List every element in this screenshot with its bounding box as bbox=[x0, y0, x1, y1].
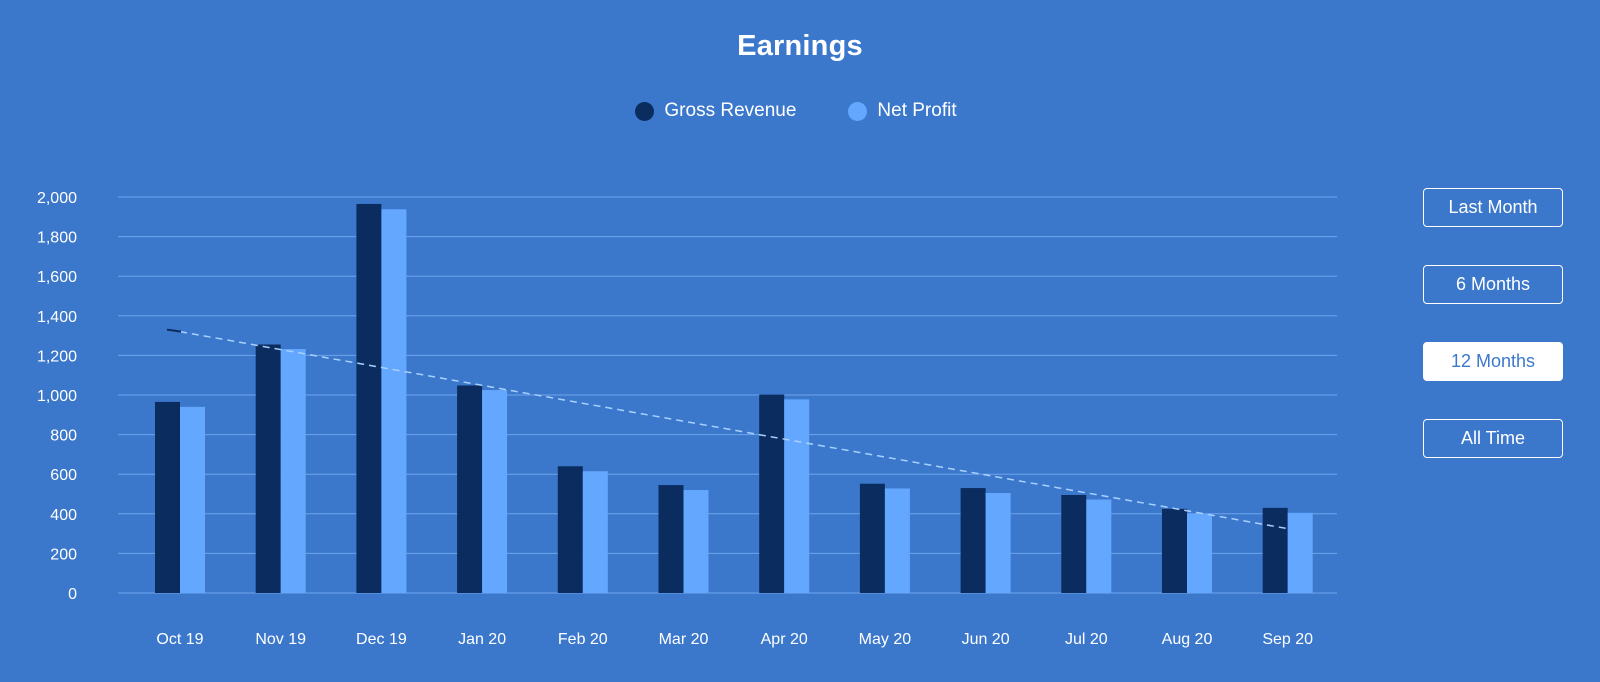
y-tick-label: 1,400 bbox=[37, 309, 77, 326]
x-tick-label: Oct 19 bbox=[156, 631, 203, 648]
bar-gross-revenue bbox=[1262, 507, 1288, 593]
bar-gross-revenue bbox=[859, 483, 885, 593]
range-button-group: Last Month 6 Months 12 Months All Time bbox=[1423, 188, 1563, 458]
bar-gross-revenue bbox=[356, 203, 382, 593]
x-tick-label: Mar 20 bbox=[659, 631, 709, 648]
x-tick-label: Jun 20 bbox=[962, 631, 1010, 648]
legend-label-gross-revenue: Gross Revenue bbox=[664, 100, 797, 121]
trendline-start-mark bbox=[166, 328, 182, 333]
x-tick-label: Dec 19 bbox=[356, 631, 407, 648]
x-tick-label: Nov 19 bbox=[255, 631, 306, 648]
legend-item-net-profit[interactable]: Net Profit bbox=[848, 100, 957, 122]
y-tick-label: 2,000 bbox=[37, 190, 77, 207]
y-tick-label: 600 bbox=[50, 467, 77, 484]
y-tick-label: 1,600 bbox=[37, 269, 77, 286]
y-tick-label: 800 bbox=[50, 428, 77, 445]
range-button-6-months[interactable]: 6 Months bbox=[1423, 265, 1563, 304]
bar-net-profit bbox=[280, 349, 306, 593]
bar-net-profit bbox=[884, 488, 910, 593]
range-button-12-months[interactable]: 12 Months bbox=[1423, 342, 1563, 381]
y-tick-label: 1,000 bbox=[37, 388, 77, 405]
trendline bbox=[179, 330, 1288, 530]
y-tick-label: 200 bbox=[50, 546, 77, 563]
bar-net-profit bbox=[683, 490, 709, 593]
bar-gross-revenue bbox=[759, 394, 785, 593]
x-tick-label: Aug 20 bbox=[1162, 631, 1213, 648]
bar-gross-revenue bbox=[255, 344, 281, 593]
x-tick-label: Apr 20 bbox=[761, 631, 808, 648]
x-tick-label: Sep 20 bbox=[1262, 631, 1313, 648]
bar-net-profit bbox=[784, 399, 810, 593]
chart-title: Earnings bbox=[737, 30, 863, 62]
legend-label-net-profit: Net Profit bbox=[877, 100, 957, 121]
bar-net-profit bbox=[1287, 512, 1313, 593]
bar-gross-revenue bbox=[155, 401, 180, 593]
bar-net-profit bbox=[1086, 499, 1112, 593]
x-tick-label: Feb 20 bbox=[558, 631, 608, 648]
bar-gross-revenue bbox=[557, 466, 583, 593]
legend-item-gross-revenue[interactable]: Gross Revenue bbox=[635, 100, 796, 122]
range-button-last-month[interactable]: Last Month bbox=[1423, 188, 1563, 227]
x-tick-label: May 20 bbox=[859, 631, 912, 648]
bar-net-profit bbox=[180, 406, 205, 593]
bar-net-profit bbox=[1187, 513, 1212, 593]
legend-marker-gross-revenue bbox=[635, 101, 655, 121]
chart-plot: 0 200 400 600 800 1,000 1,200 1,400 1,600 1,800 2,… bbox=[37, 190, 1337, 648]
bar-gross-revenue bbox=[457, 385, 483, 593]
bar-net-profit bbox=[985, 493, 1011, 593]
range-button-all-time[interactable]: All Time bbox=[1423, 419, 1563, 458]
x-tick-label: Jan 20 bbox=[458, 631, 506, 648]
bar-net-profit bbox=[482, 390, 508, 593]
bar-gross-revenue bbox=[658, 485, 684, 593]
y-tick-label: 400 bbox=[50, 507, 77, 524]
bar-net-profit bbox=[582, 471, 608, 593]
legend-marker-net-profit bbox=[848, 101, 868, 121]
y-tick-label: 0 bbox=[68, 586, 77, 603]
legend: Gross Revenue Net Profit bbox=[0, 100, 1592, 122]
bar-gross-revenue bbox=[1061, 494, 1087, 593]
y-tick-label: 1,200 bbox=[37, 348, 77, 365]
bar-gross-revenue bbox=[1162, 508, 1187, 593]
x-tick-label: Jul 20 bbox=[1065, 631, 1108, 648]
y-tick-label: 1,800 bbox=[37, 230, 77, 247]
bar-net-profit bbox=[381, 209, 407, 593]
bar-gross-revenue bbox=[960, 488, 986, 593]
